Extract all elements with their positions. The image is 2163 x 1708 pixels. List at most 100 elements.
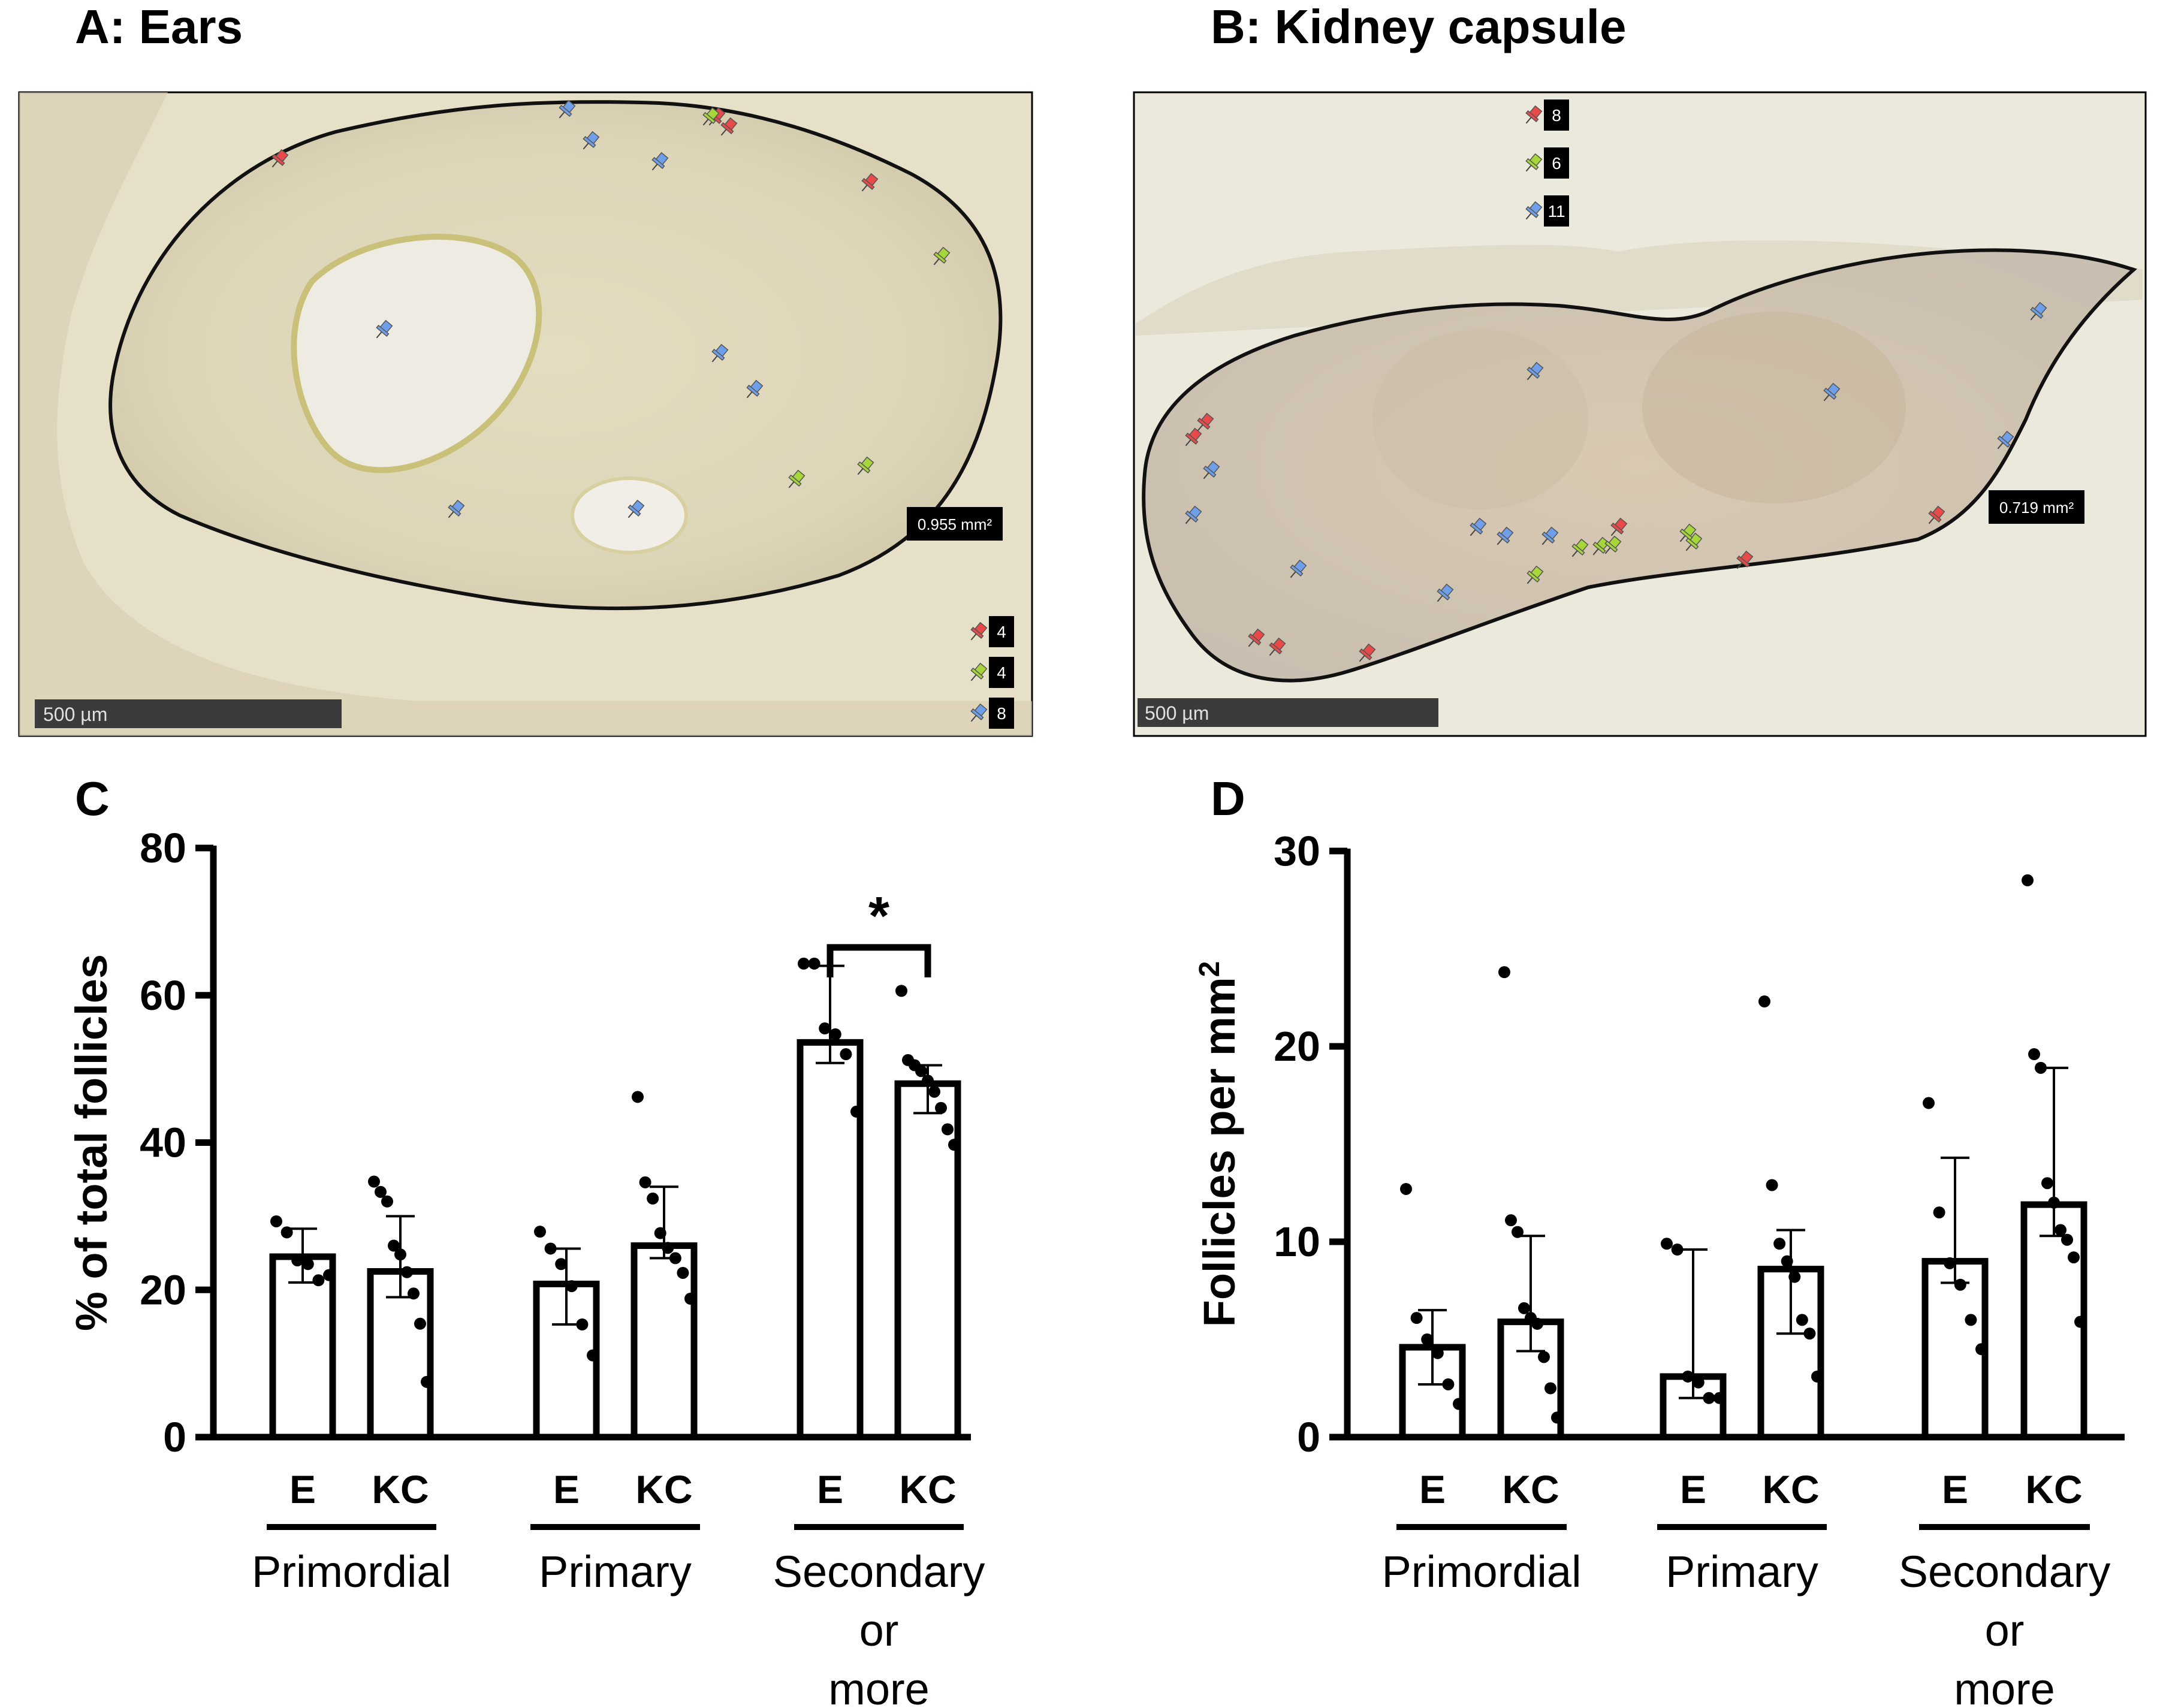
data-point	[1766, 1179, 1778, 1191]
data-point	[928, 1085, 940, 1098]
data-point	[942, 1123, 954, 1136]
follicle-pin-icon	[1359, 643, 1376, 662]
follicle-pin-icon	[1185, 427, 1202, 446]
data-point	[1758, 995, 1770, 1008]
y-tick-label: 0	[163, 1414, 186, 1460]
count-value: 8	[1552, 106, 1561, 125]
data-point	[829, 1028, 841, 1040]
count-value: 4	[997, 663, 1006, 682]
group-label: more	[1954, 1664, 2055, 1708]
count-badge	[989, 657, 1014, 688]
y-axis-label: % of total follicles	[67, 954, 116, 1331]
follicle-pin-icon	[1437, 583, 1454, 602]
bar-label: KC	[2025, 1467, 2082, 1511]
data-point	[798, 957, 810, 970]
data-point	[1544, 1382, 1556, 1395]
follicle-pin-icon	[720, 117, 738, 136]
follicle-pin-icon	[1685, 532, 1703, 551]
bar-label: KC	[372, 1467, 429, 1511]
data-point	[414, 1317, 426, 1330]
data-point	[1538, 1351, 1550, 1363]
data-point	[1400, 1182, 1412, 1195]
bar-label: E	[289, 1467, 316, 1511]
data-point	[576, 1318, 589, 1331]
panel-a-scale-label: 500 µm	[43, 704, 107, 725]
group-label: Primordial	[252, 1547, 451, 1597]
follicle-pin-icon	[628, 499, 645, 518]
follicle-pin-icon	[1928, 505, 1945, 524]
data-point	[555, 1258, 568, 1271]
data-point	[1781, 1255, 1793, 1268]
panel-b-title: B: Kidney capsule	[1211, 0, 1627, 53]
data-point	[922, 1075, 934, 1087]
follicle-pin-icon	[559, 99, 576, 119]
data-point	[1671, 1244, 1684, 1256]
panel-b-count-legend: 8 6 11	[1525, 99, 1569, 227]
data-point	[1954, 1278, 1966, 1291]
data-point	[2035, 1061, 2047, 1074]
group-label: or	[859, 1606, 899, 1655]
panel-b-scale-bar	[1138, 698, 1438, 727]
data-point	[654, 1227, 666, 1239]
data-point	[401, 1266, 413, 1278]
data-point	[1933, 1206, 1945, 1219]
panel-d-title: D	[1211, 772, 1245, 825]
y-tick-label: 30	[1274, 828, 1320, 874]
data-point	[2041, 1177, 2053, 1190]
follicle-pin-icon	[1571, 538, 1589, 557]
group-label: Primordial	[1381, 1547, 1581, 1597]
panel-b-micrograph: 0.719 mm² 500 µm 8 6 11	[1133, 91, 2147, 737]
data-point	[1788, 1271, 1801, 1283]
count-badge	[989, 616, 1014, 647]
follicle-pin-icon	[271, 149, 289, 168]
data-point	[1811, 1370, 1823, 1383]
follicle-pin-icon	[1525, 201, 1543, 220]
follicle-pin-icon	[376, 319, 393, 339]
data-point	[1410, 1312, 1423, 1324]
data-point	[375, 1185, 387, 1198]
follicle-pin-icon	[970, 621, 988, 641]
significance-bracket	[826, 944, 931, 977]
follicle-pin-icon	[702, 107, 720, 126]
significance-label: *	[868, 886, 889, 946]
bar	[367, 1268, 434, 1441]
panel-a-scale-bar	[35, 699, 342, 728]
bar-label: KC	[635, 1467, 692, 1511]
y-axis-label: Follicles per mm2	[1194, 961, 1245, 1327]
data-point	[534, 1226, 546, 1238]
data-point	[1975, 1343, 1987, 1356]
group-label: or	[1985, 1606, 2025, 1655]
chart-d: 0 10 20 30 Follicles per mm2 E KC E KC E KC Primord…	[1194, 828, 2125, 1708]
group-label: Primary	[539, 1547, 692, 1597]
panel-a-follicle-markers	[271, 99, 951, 518]
data-point	[1944, 1257, 1956, 1269]
follicle-pin-icon	[1592, 536, 1610, 556]
data-point	[915, 1065, 927, 1078]
data-point	[1421, 1333, 1434, 1345]
data-point	[1692, 1376, 1705, 1389]
bar-label: E	[1680, 1467, 1706, 1511]
follicle-pin-icon	[1248, 628, 1265, 647]
panel-b-area-box	[1989, 490, 2084, 524]
bar	[1921, 1258, 1989, 1441]
count-value: 8	[997, 704, 1006, 723]
data-point	[394, 1248, 406, 1261]
count-badge	[1544, 195, 1569, 227]
bar	[269, 1253, 336, 1441]
follicle-pin-icon	[1679, 523, 1697, 542]
data-point	[368, 1175, 380, 1188]
bar-label: E	[817, 1467, 843, 1511]
data-point	[1518, 1302, 1530, 1314]
count-badge	[1544, 147, 1569, 179]
follicle-pin-icon	[970, 703, 988, 722]
data-point	[2022, 874, 2034, 886]
data-point	[1661, 1238, 1673, 1250]
y-tick-label: 40	[140, 1119, 186, 1166]
follicle-pin-icon	[448, 499, 465, 518]
follicle-pin-icon	[1604, 535, 1622, 554]
data-point	[2055, 1224, 2067, 1236]
follicle-pin-icon	[1470, 517, 1487, 536]
follicle-pin-icon	[583, 131, 600, 150]
data-point	[1682, 1370, 1694, 1383]
